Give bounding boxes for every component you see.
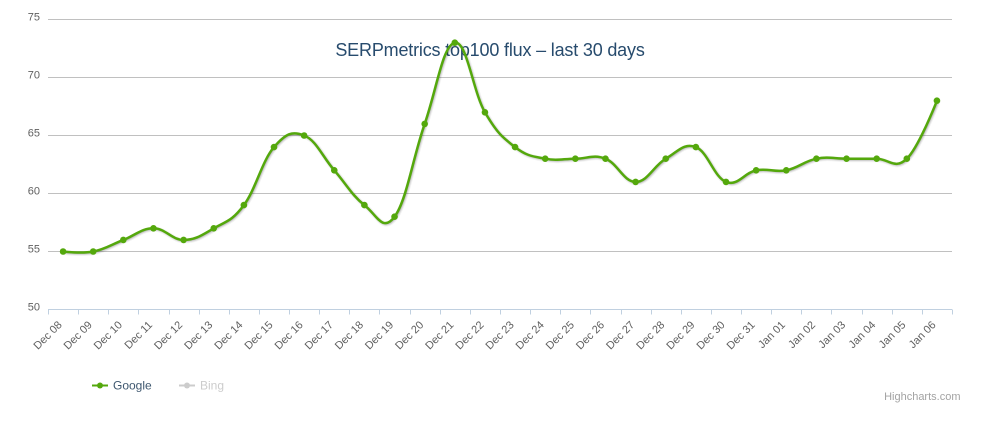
svg-text:65: 65 xyxy=(28,128,40,140)
svg-text:50: 50 xyxy=(28,302,40,314)
svg-text:Highcharts.com: Highcharts.com xyxy=(884,391,960,403)
svg-text:75: 75 xyxy=(28,12,40,24)
svg-text:Bing: Bing xyxy=(200,379,224,393)
svg-text:70: 70 xyxy=(28,70,40,82)
svg-text:55: 55 xyxy=(28,244,40,256)
svg-text:Google: Google xyxy=(113,379,152,393)
svg-text:SERPmetrics top100 flux – last: SERPmetrics top100 flux – last 30 days xyxy=(335,40,644,60)
svg-text:60: 60 xyxy=(28,186,40,198)
